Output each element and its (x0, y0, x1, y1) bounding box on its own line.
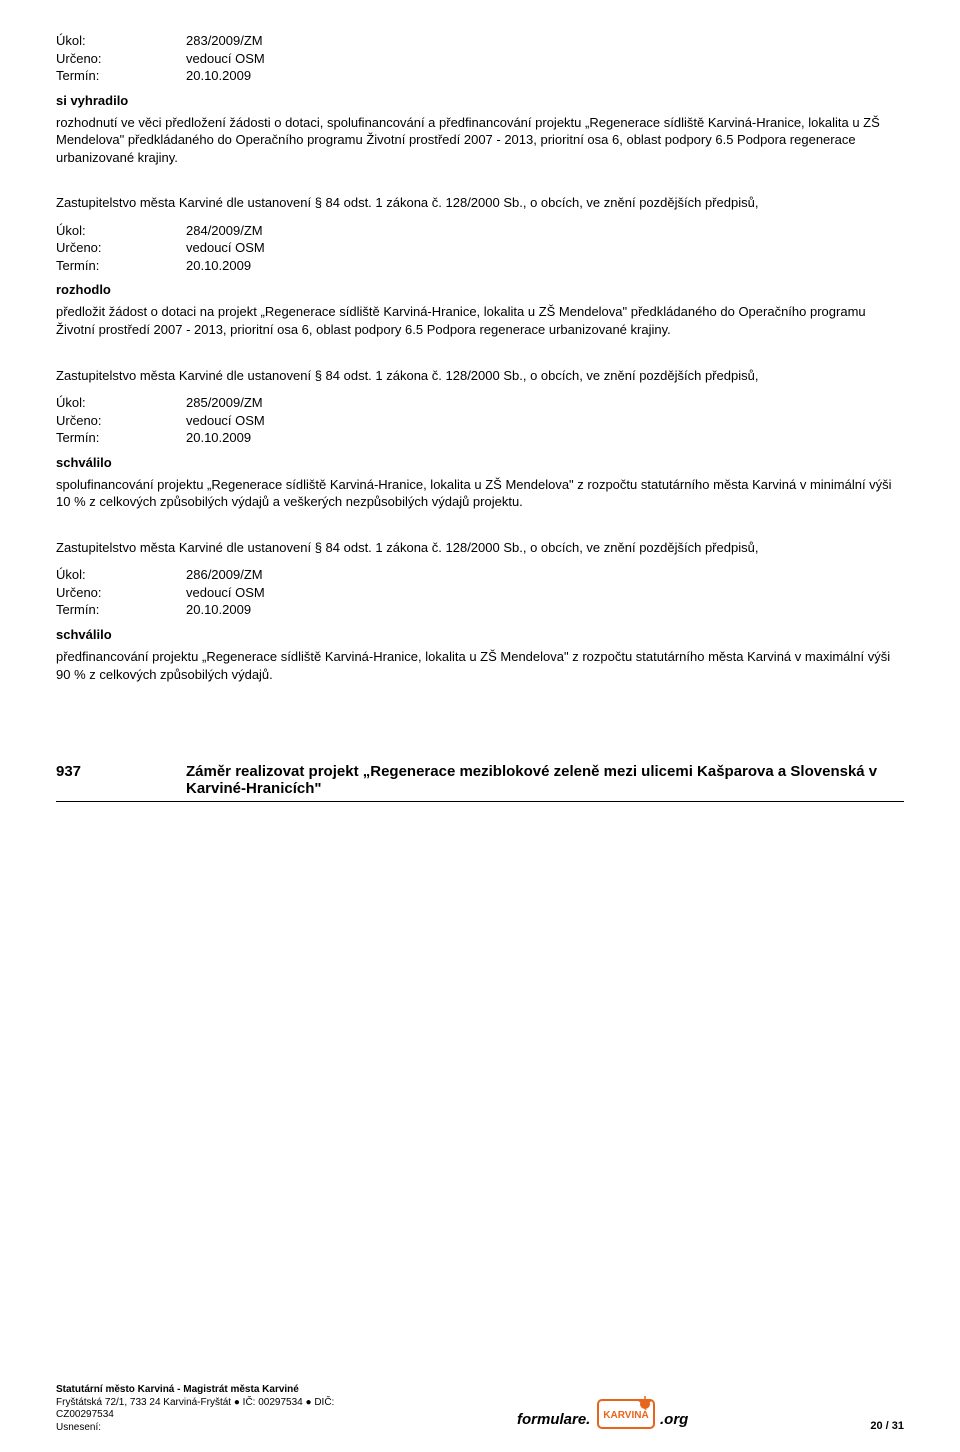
section-4: Zastupitelstvo města Karviné dle ustanov… (56, 539, 904, 683)
kv-row-urceno: Určeno: vedoucí OSM (56, 239, 904, 257)
preamble: Zastupitelstvo města Karviné dle ustanov… (56, 367, 904, 385)
footer-page: 20 / 31 (870, 1420, 904, 1434)
section-3: Zastupitelstvo města Karviné dle ustanov… (56, 367, 904, 511)
footer-logo: formulare. KARVINÁ .org (512, 1394, 692, 1434)
label-termin: Termín: (56, 67, 186, 85)
label-urceno: Určeno: (56, 412, 186, 430)
footer-left: Statutární město Karviná - Magistrát měs… (56, 1384, 334, 1434)
section-1: Úkol: 283/2009/ZM Určeno: vedoucí OSM Te… (56, 32, 904, 166)
value-urceno: vedoucí OSM (186, 584, 904, 602)
footer-usneseni: Usnesení: (56, 1422, 334, 1435)
label-ukol: Úkol: (56, 222, 186, 240)
kv-row-termin: Termín: 20.10.2009 (56, 257, 904, 275)
label-ukol: Úkol: (56, 394, 186, 412)
preamble: Zastupitelstvo města Karviné dle ustanov… (56, 194, 904, 212)
value-ukol: 284/2009/ZM (186, 222, 904, 240)
headword: si vyhradilo (56, 93, 904, 108)
resolution-number: 937 (56, 763, 186, 780)
logo-sun-icon (640, 1399, 650, 1409)
kv-row-termin: Termín: 20.10.2009 (56, 429, 904, 447)
page-footer: Statutární město Karviná - Magistrát měs… (56, 1384, 904, 1434)
value-termin: 20.10.2009 (186, 67, 904, 85)
label-urceno: Určeno: (56, 50, 186, 68)
kv-table: Úkol: 283/2009/ZM Určeno: vedoucí OSM Te… (56, 32, 904, 85)
resolution-row: 937 Záměr realizovat projekt „Regenerace… (56, 763, 904, 802)
label-urceno: Určeno: (56, 239, 186, 257)
label-ukol: Úkol: (56, 566, 186, 584)
section-2: Zastupitelstvo města Karviné dle ustanov… (56, 194, 904, 338)
kv-row-ukol: Úkol: 285/2009/ZM (56, 394, 904, 412)
body-text: předfinancování projektu „Regenerace síd… (56, 648, 904, 683)
headword: schválilo (56, 627, 904, 642)
value-termin: 20.10.2009 (186, 429, 904, 447)
resolution-title: Záměr realizovat projekt „Regenerace mez… (186, 763, 904, 797)
logo-name: KARVINÁ (604, 1408, 649, 1421)
label-ukol: Úkol: (56, 32, 186, 50)
body-text: předložit žádost o dotaci na projekt „Re… (56, 303, 904, 338)
kv-row-ukol: Úkol: 283/2009/ZM (56, 32, 904, 50)
value-ukol: 283/2009/ZM (186, 32, 904, 50)
value-termin: 20.10.2009 (186, 601, 904, 619)
value-urceno: vedoucí OSM (186, 412, 904, 430)
kv-table: Úkol: 284/2009/ZM Určeno: vedoucí OSM Te… (56, 222, 904, 275)
kv-row-ukol: Úkol: 286/2009/ZM (56, 566, 904, 584)
label-termin: Termín: (56, 257, 186, 275)
logo-text-right: .org (660, 1411, 688, 1428)
body-text: rozhodnutí ve věci předložení žádosti o … (56, 114, 904, 167)
kv-row-ukol: Úkol: 284/2009/ZM (56, 222, 904, 240)
value-urceno: vedoucí OSM (186, 50, 904, 68)
value-termin: 20.10.2009 (186, 257, 904, 275)
footer-address: Fryštátská 72/1, 733 24 Karviná-Fryštát … (56, 1397, 334, 1410)
footer-dic: CZ00297534 (56, 1409, 334, 1422)
label-termin: Termín: (56, 601, 186, 619)
value-ukol: 286/2009/ZM (186, 566, 904, 584)
label-termin: Termín: (56, 429, 186, 447)
footer-org: Statutární město Karviná - Magistrát měs… (56, 1384, 334, 1397)
kv-row-urceno: Určeno: vedoucí OSM (56, 50, 904, 68)
value-urceno: vedoucí OSM (186, 239, 904, 257)
page: Úkol: 283/2009/ZM Určeno: vedoucí OSM Te… (0, 0, 960, 1452)
label-urceno: Určeno: (56, 584, 186, 602)
formulare-logo-icon: formulare. KARVINÁ .org (512, 1394, 692, 1434)
kv-row-urceno: Určeno: vedoucí OSM (56, 412, 904, 430)
kv-row-urceno: Určeno: vedoucí OSM (56, 584, 904, 602)
kv-row-termin: Termín: 20.10.2009 (56, 67, 904, 85)
value-ukol: 285/2009/ZM (186, 394, 904, 412)
kv-table: Úkol: 286/2009/ZM Určeno: vedoucí OSM Te… (56, 566, 904, 619)
body-text: spolufinancování projektu „Regenerace sí… (56, 476, 904, 511)
headword: rozhodlo (56, 282, 904, 297)
headword: schválilo (56, 455, 904, 470)
kv-row-termin: Termín: 20.10.2009 (56, 601, 904, 619)
preamble: Zastupitelstvo města Karviné dle ustanov… (56, 539, 904, 557)
kv-table: Úkol: 285/2009/ZM Určeno: vedoucí OSM Te… (56, 394, 904, 447)
logo-text-left: formulare. (517, 1411, 590, 1428)
